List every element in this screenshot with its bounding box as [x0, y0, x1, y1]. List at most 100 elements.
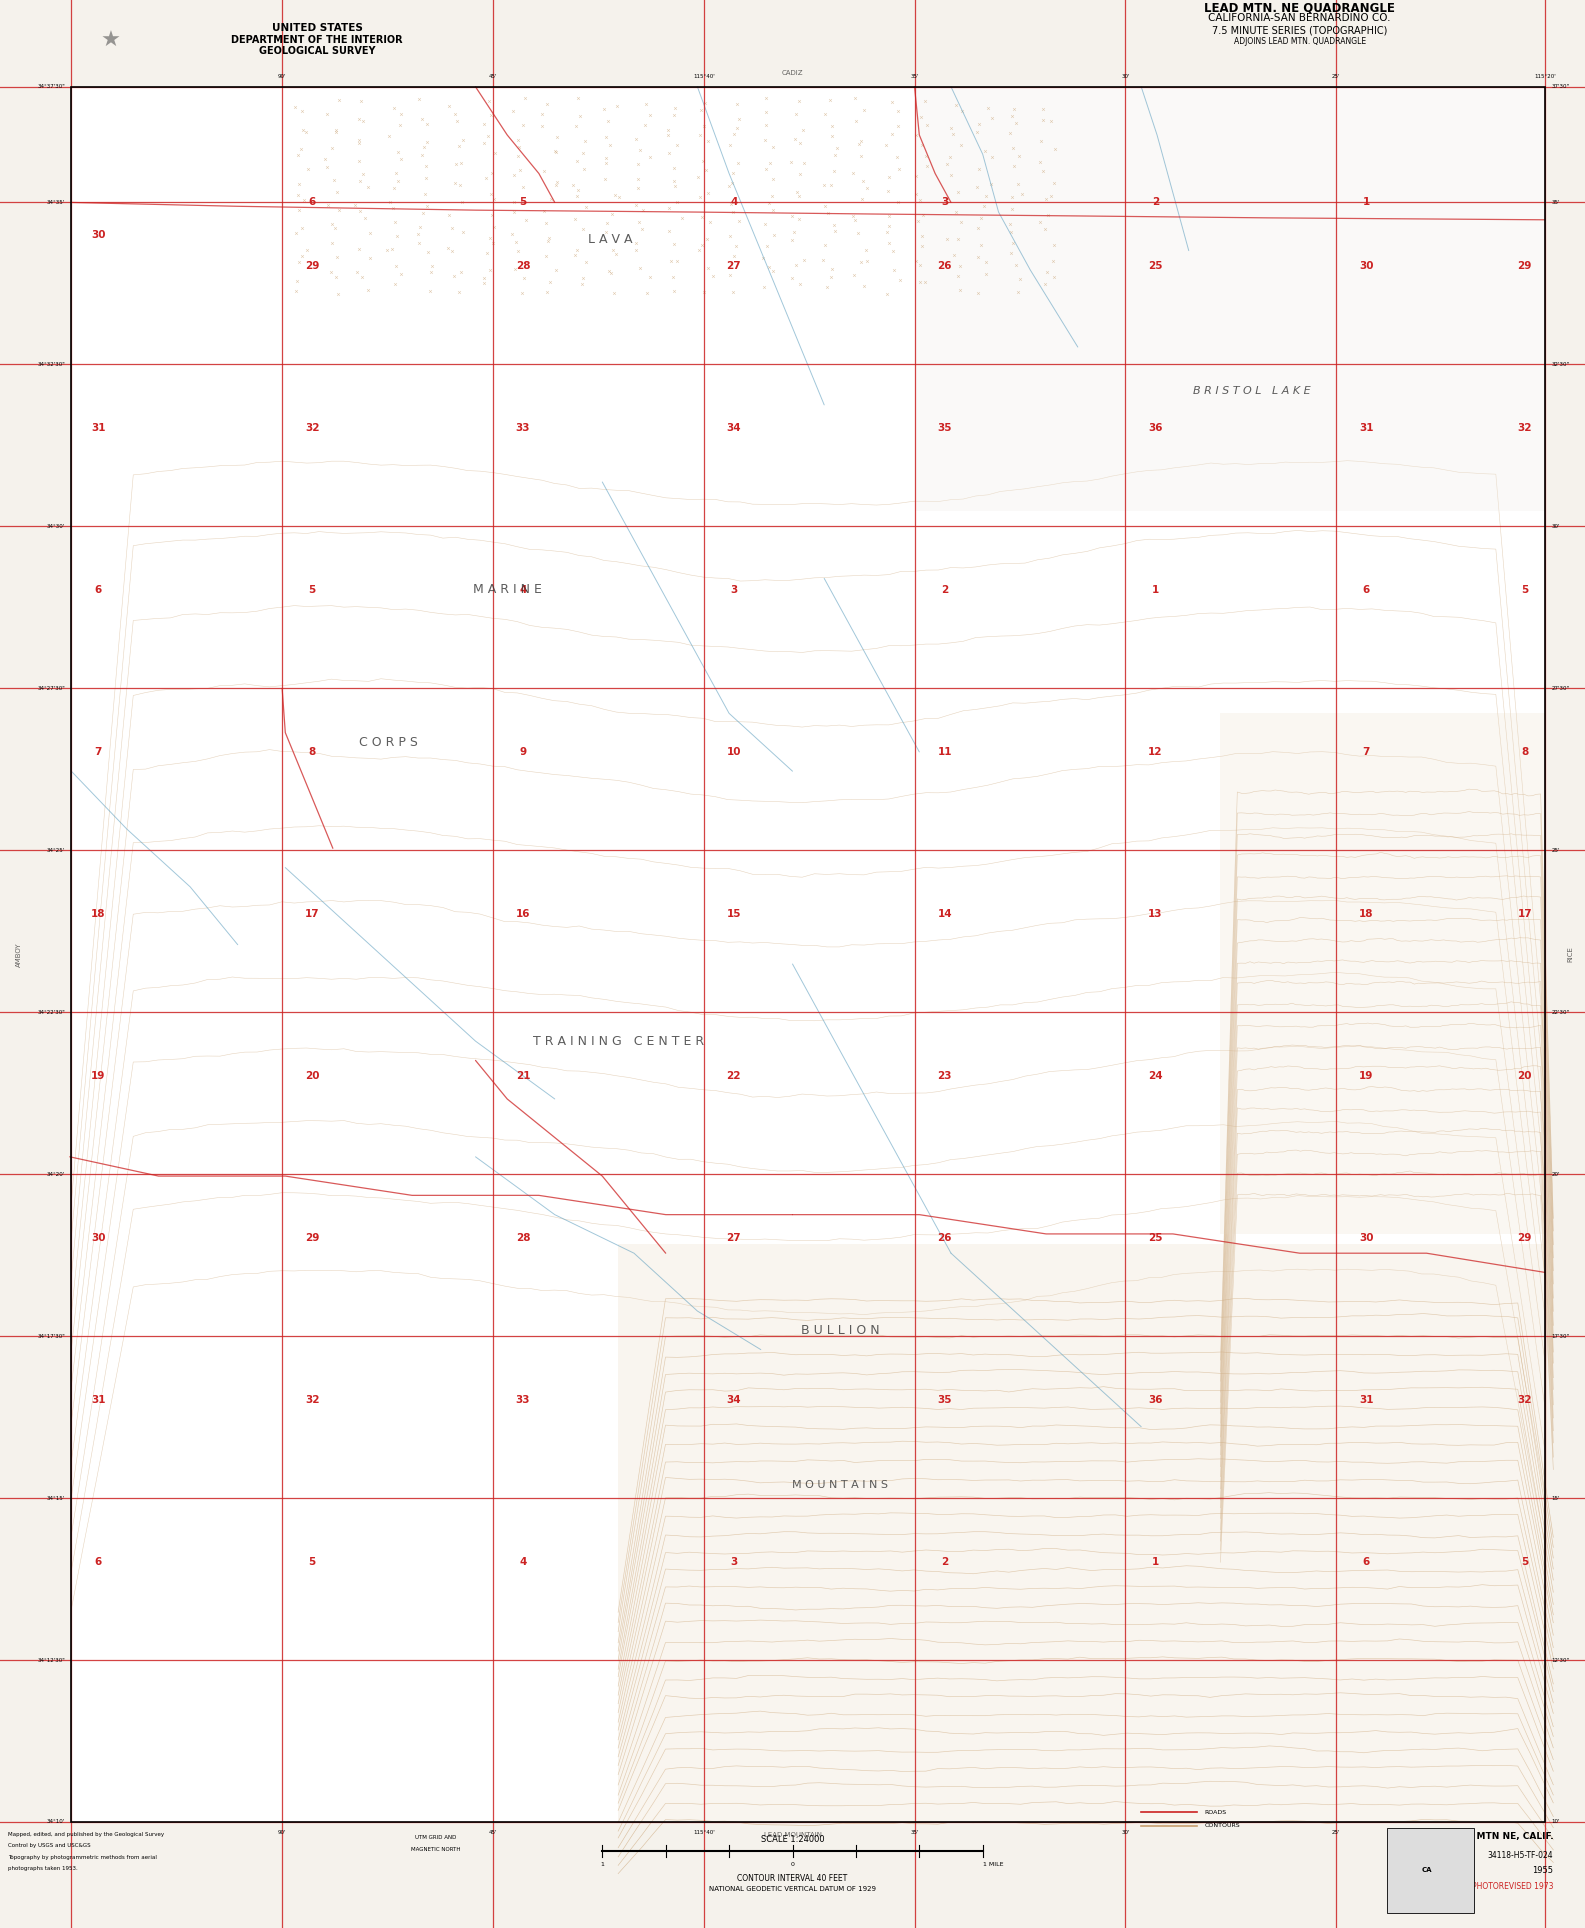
Text: SCALE 1:24000: SCALE 1:24000 — [761, 1835, 824, 1845]
Text: 30: 30 — [1358, 1232, 1374, 1244]
Text: 29: 29 — [1517, 260, 1533, 272]
Text: 32: 32 — [304, 422, 320, 434]
Text: 27'30": 27'30" — [1552, 686, 1569, 690]
Text: B U L L I O N: B U L L I O N — [800, 1325, 880, 1336]
Text: 34°27'30": 34°27'30" — [36, 686, 65, 690]
Text: T R A I N I N G   C E N T E R: T R A I N I N G C E N T E R — [533, 1035, 704, 1047]
Text: 7: 7 — [1363, 746, 1369, 758]
Text: 6: 6 — [1363, 1556, 1369, 1567]
Text: 14: 14 — [937, 908, 953, 920]
Text: LEAD MTN. NE QUADRANGLE: LEAD MTN. NE QUADRANGLE — [1205, 2, 1395, 15]
Text: 26: 26 — [937, 1232, 953, 1244]
Text: 17: 17 — [304, 908, 320, 920]
Text: 10: 10 — [726, 746, 742, 758]
Text: 22: 22 — [726, 1070, 742, 1082]
Text: 35': 35' — [910, 73, 919, 79]
Text: 24: 24 — [1148, 1070, 1163, 1082]
Text: 25': 25' — [1552, 848, 1560, 852]
Text: 31: 31 — [90, 422, 106, 434]
Text: 23: 23 — [937, 1070, 953, 1082]
Text: 3: 3 — [731, 1556, 737, 1567]
Text: 36: 36 — [1148, 422, 1163, 434]
Text: 3: 3 — [941, 197, 948, 208]
Text: PHOTOREVISED 1973: PHOTOREVISED 1973 — [1472, 1882, 1553, 1891]
Text: 33: 33 — [515, 1394, 531, 1406]
Text: ★: ★ — [101, 31, 120, 50]
Bar — [618, 1244, 1547, 1822]
Text: 36: 36 — [1148, 1394, 1163, 1406]
Bar — [71, 87, 1545, 1822]
Text: 30': 30' — [1121, 73, 1130, 79]
Text: 5: 5 — [1522, 584, 1528, 596]
Text: 34: 34 — [726, 1394, 742, 1406]
Text: M A R I N E: M A R I N E — [472, 584, 542, 596]
Text: MAGNETIC NORTH: MAGNETIC NORTH — [411, 1847, 461, 1853]
Text: 30: 30 — [1358, 260, 1374, 272]
Bar — [1220, 713, 1545, 1234]
Text: 30: 30 — [90, 1232, 106, 1244]
Text: 34°37'30": 34°37'30" — [36, 85, 65, 89]
Bar — [1387, 1828, 1474, 1913]
Text: 11: 11 — [937, 746, 953, 758]
Text: 34118-H5-TF-024: 34118-H5-TF-024 — [1488, 1851, 1553, 1861]
Text: 4: 4 — [520, 1556, 526, 1567]
Text: CONTOURS: CONTOURS — [1205, 1824, 1239, 1828]
Text: 1: 1 — [1152, 584, 1159, 596]
Text: 27: 27 — [726, 1232, 742, 1244]
Text: AMBOY: AMBOY — [16, 943, 22, 966]
Text: 45': 45' — [488, 73, 498, 79]
Text: UNITED STATES: UNITED STATES — [271, 23, 363, 33]
Text: 8: 8 — [309, 746, 315, 758]
Text: UTM GRID AND: UTM GRID AND — [415, 1835, 456, 1841]
Text: 2: 2 — [941, 584, 948, 596]
Text: photographs taken 1953.: photographs taken 1953. — [8, 1866, 78, 1872]
Text: 18: 18 — [90, 908, 106, 920]
Text: 5: 5 — [1522, 1556, 1528, 1567]
Text: 12: 12 — [1148, 746, 1163, 758]
Text: LEAD MOUNTAIN: LEAD MOUNTAIN — [764, 1832, 821, 1839]
Text: 29: 29 — [304, 1232, 320, 1244]
Text: CALIFORNIA-SAN BERNARDINO CO.: CALIFORNIA-SAN BERNARDINO CO. — [1208, 13, 1392, 23]
Text: 25: 25 — [1148, 1232, 1163, 1244]
Text: 1 MILE: 1 MILE — [983, 1862, 1003, 1868]
Text: 19: 19 — [90, 1070, 106, 1082]
Text: 115°40': 115°40' — [693, 1830, 715, 1835]
Text: 32: 32 — [304, 1394, 320, 1406]
Text: GEOLOGICAL SURVEY: GEOLOGICAL SURVEY — [258, 46, 376, 56]
Text: 35: 35 — [937, 1394, 953, 1406]
Text: 15': 15' — [1552, 1496, 1560, 1500]
Text: 31: 31 — [1358, 422, 1374, 434]
Bar — [71, 87, 1545, 1822]
Text: Mapped, edited, and published by the Geological Survey: Mapped, edited, and published by the Geo… — [8, 1832, 165, 1837]
Bar — [915, 87, 1545, 511]
Text: 16: 16 — [515, 908, 531, 920]
Text: 26: 26 — [937, 260, 953, 272]
Text: 35': 35' — [1552, 201, 1560, 204]
Text: L A V A: L A V A — [588, 233, 632, 245]
Text: 34: 34 — [726, 422, 742, 434]
Text: 15: 15 — [726, 908, 742, 920]
Text: 30': 30' — [1121, 1830, 1130, 1835]
Text: 35': 35' — [910, 1830, 919, 1835]
Text: 17: 17 — [1517, 908, 1533, 920]
Text: 34°10': 34°10' — [46, 1820, 65, 1824]
Text: 17'30": 17'30" — [1552, 1334, 1569, 1338]
Text: 31: 31 — [1358, 1394, 1374, 1406]
Text: 34°12'30": 34°12'30" — [36, 1658, 65, 1662]
Text: 29: 29 — [1517, 1232, 1533, 1244]
Text: 9: 9 — [520, 746, 526, 758]
Text: Control by USGS and USC&GS: Control by USGS and USC&GS — [8, 1843, 90, 1849]
Text: 29: 29 — [304, 260, 320, 272]
Text: 5: 5 — [309, 584, 315, 596]
Text: 30': 30' — [1552, 524, 1560, 528]
Text: LEAD MTN NE, CALIF.: LEAD MTN NE, CALIF. — [1447, 1832, 1553, 1841]
Text: 4: 4 — [731, 197, 737, 208]
Text: NATIONAL GEODETIC VERTICAL DATUM OF 1929: NATIONAL GEODETIC VERTICAL DATUM OF 1929 — [708, 1886, 877, 1891]
Text: 1: 1 — [601, 1862, 604, 1868]
Text: 31: 31 — [90, 1394, 106, 1406]
Text: 13: 13 — [1148, 908, 1163, 920]
Text: 5: 5 — [520, 197, 526, 208]
Text: 6: 6 — [95, 1556, 101, 1567]
Text: 5: 5 — [309, 1556, 315, 1567]
Text: 34°30': 34°30' — [46, 524, 65, 528]
